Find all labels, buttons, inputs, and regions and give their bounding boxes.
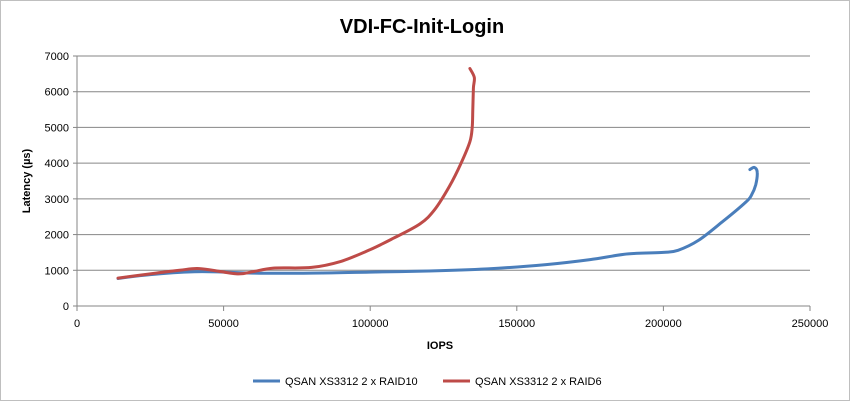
x-axis-title: IOPS (427, 340, 453, 352)
y-axis-title: Latency (µs) (21, 148, 33, 213)
legend: QSAN XS3312 2 x RAID10 QSAN XS3312 2 x RA… (253, 376, 602, 388)
legend-label: QSAN XS3312 2 x RAID6 (475, 376, 602, 388)
x-tick-label: 100000 (352, 318, 389, 330)
axes (73, 55, 811, 311)
y-tick-labels: 0 1000 2000 3000 4000 5000 6000 7000 (45, 51, 69, 313)
x-tick-label: 50000 (208, 318, 239, 330)
series-line-1 (116, 165, 759, 280)
x-tick-label: 150000 (498, 318, 535, 330)
x-tick-label: 200000 (645, 318, 682, 330)
series-line-2 (116, 67, 476, 280)
x-tick-labels: 0 50000 100000 150000 200000 250000 (74, 318, 828, 330)
y-tick-label: 7000 (45, 51, 69, 63)
y-tick-label: 5000 (45, 122, 69, 134)
x-tick-label: 250000 (792, 318, 829, 330)
y-tick-label: 0 (63, 301, 69, 313)
x-tick-label: 0 (74, 318, 80, 330)
y-tick-label: 1000 (45, 265, 69, 277)
series-lines (116, 67, 759, 280)
legend-label: QSAN XS3312 2 x RAID10 (285, 376, 418, 388)
y-tick-label: 4000 (45, 158, 69, 170)
y-tick-label: 2000 (45, 230, 69, 242)
chart-title: VDI-FC-Init-Login (340, 16, 504, 38)
y-tick-label: 3000 (45, 194, 69, 206)
y-tick-label: 6000 (45, 87, 69, 99)
